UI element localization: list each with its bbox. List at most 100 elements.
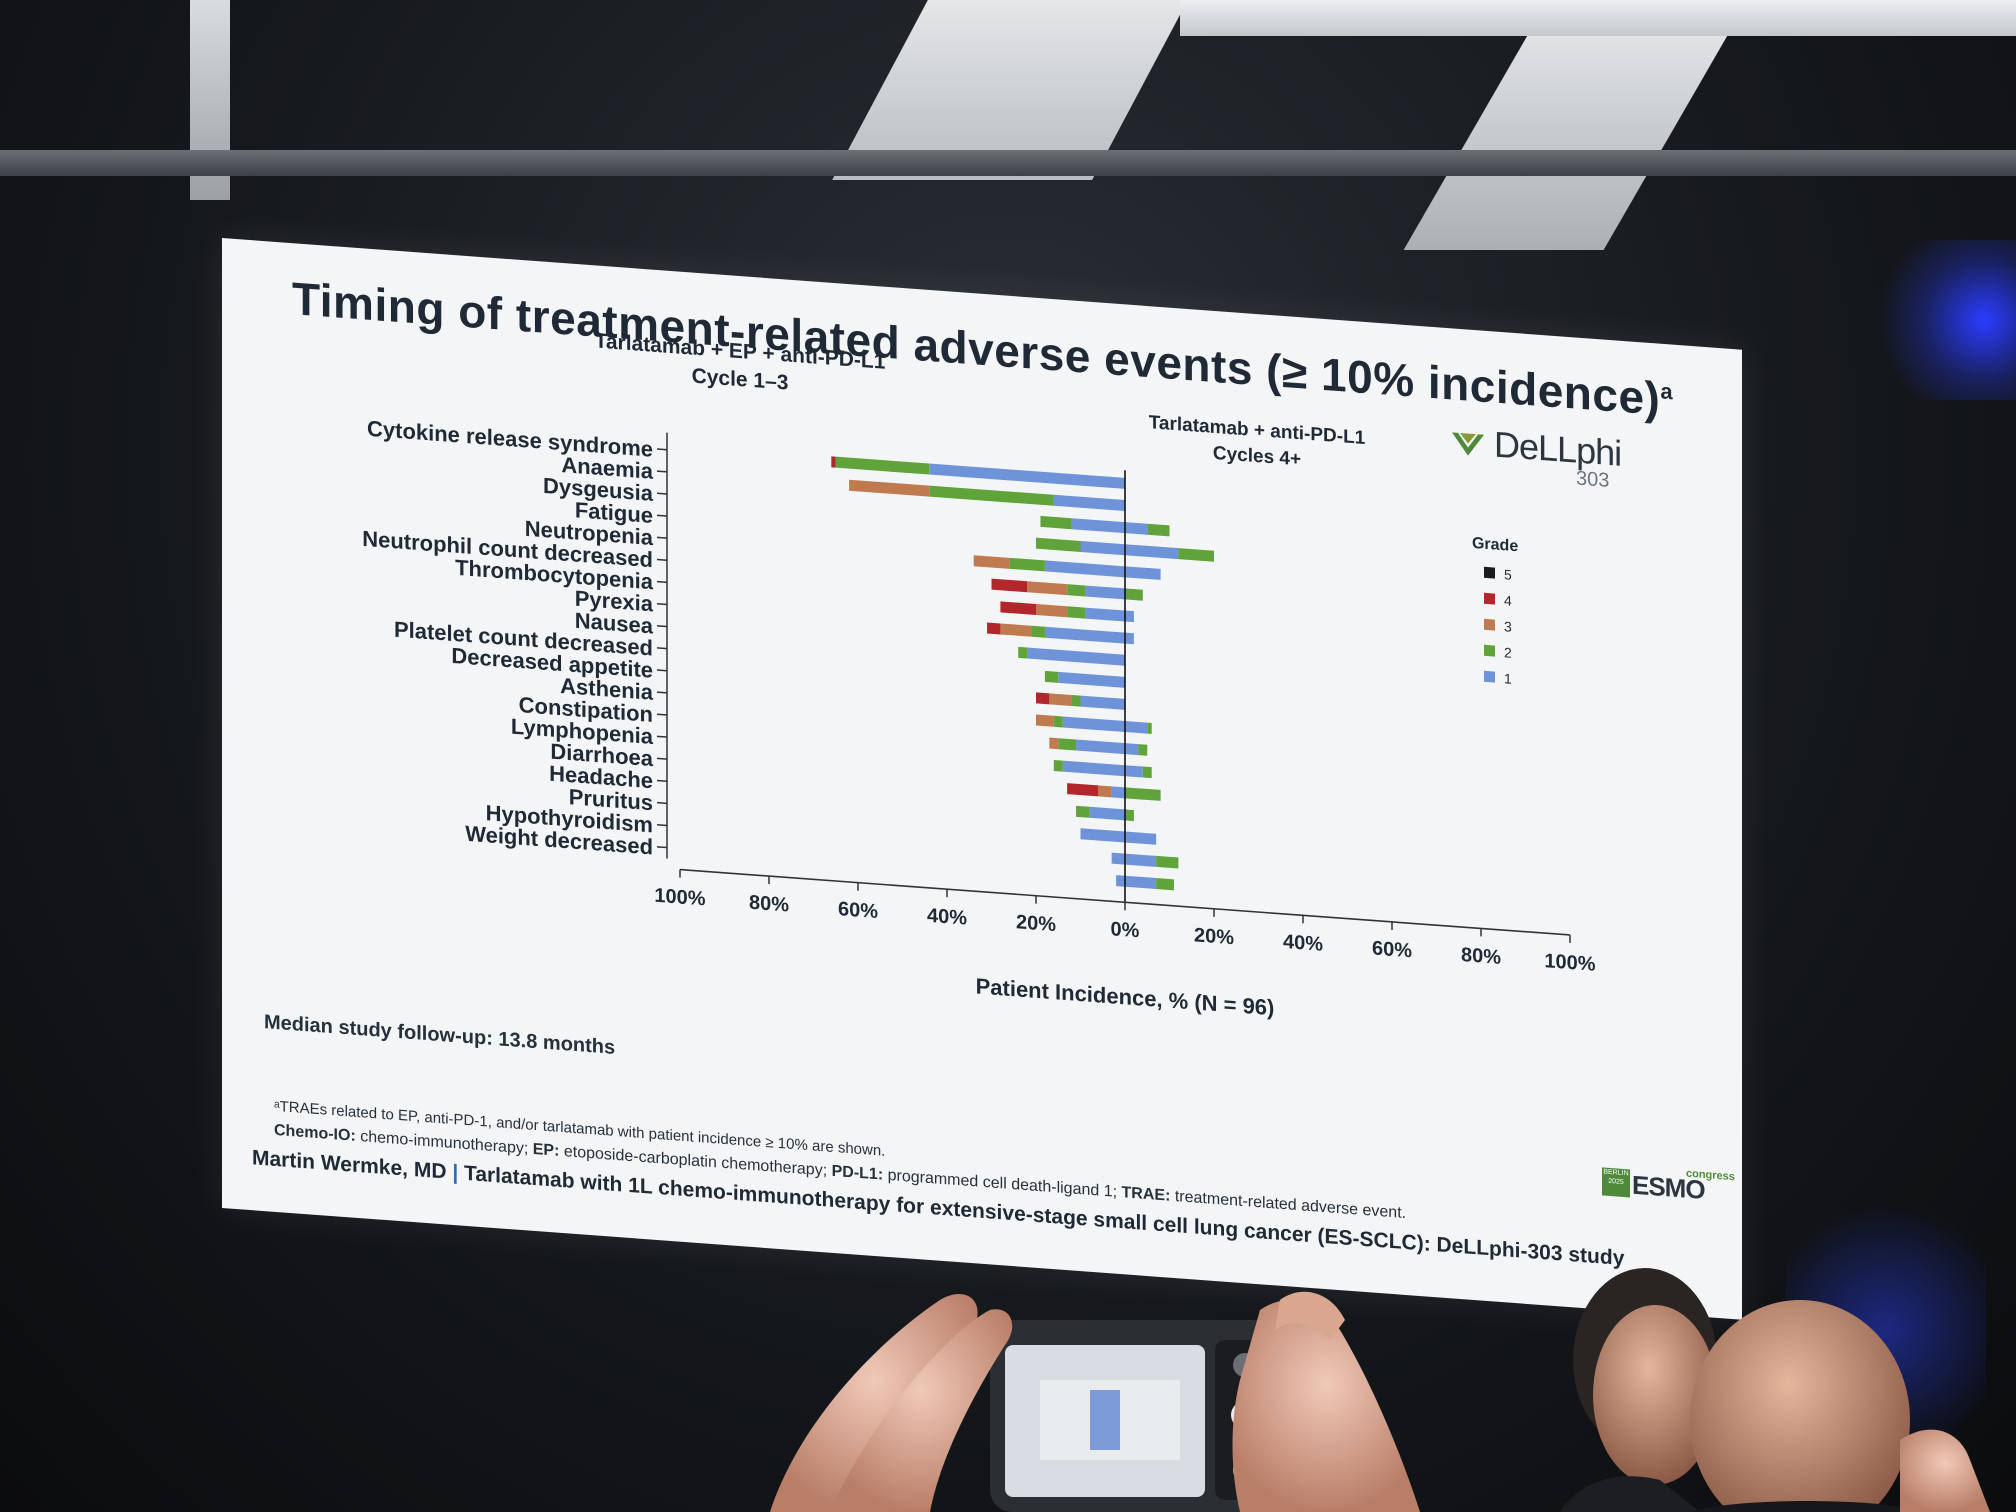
category-tick xyxy=(657,492,667,495)
bar-cycle4plus-grade1 xyxy=(1125,853,1157,867)
bar-cycle4plus-grade2 xyxy=(1125,809,1134,822)
bar-cycle1-3-grade2 xyxy=(1053,715,1063,728)
bar-cycle1-3-grade2 xyxy=(1067,606,1085,619)
dellphi-logo: DeLLphi 303 xyxy=(1450,420,1630,493)
bar-cycle4plus-grade1 xyxy=(1125,831,1157,845)
bar-cycle1-3-grade2 xyxy=(835,456,930,475)
dellphi-logo-icon xyxy=(1452,432,1484,456)
bar-cycle1-3-grade1 xyxy=(1058,671,1125,688)
bar-cycle4plus-grade1 xyxy=(1125,721,1148,734)
category-tick xyxy=(657,779,667,783)
category-tick xyxy=(657,823,667,827)
bar-cycle1-3-grade1 xyxy=(1116,875,1125,887)
category-label: Fatigue xyxy=(575,497,653,528)
bar-cycle1-3-grade1 xyxy=(1027,647,1125,666)
bar-cycle4plus-grade2 xyxy=(1178,548,1215,562)
bar-cycle4plus-grade2 xyxy=(1147,523,1170,537)
bar-cycle1-3-grade3 xyxy=(1049,693,1072,706)
legend-swatch-grade-2 xyxy=(1484,644,1495,657)
bar-cycle1-3-grade3 xyxy=(1000,623,1032,637)
bar-cycle1-3-grade2 xyxy=(1031,625,1045,638)
bar-cycle4plus-grade2 xyxy=(1125,787,1161,801)
bar-cycle4plus-grade1 xyxy=(1125,544,1179,560)
bar-cycle4plus-grade2 xyxy=(1156,878,1174,891)
bar-cycle1-3-grade2 xyxy=(1018,646,1028,659)
esmo-city-badge: BERLIN 2025 xyxy=(1602,1167,1630,1198)
right-panel-title-1: Tarlatamab + anti-PD-L1 xyxy=(1149,412,1366,449)
x-tick-label: 0% xyxy=(1111,918,1140,942)
ceiling-background xyxy=(0,0,2016,330)
bar-cycle1-3-grade3 xyxy=(849,479,930,497)
left-panel-title-2: Cycle 1–3 xyxy=(692,365,789,395)
legend-swatch-grade-3 xyxy=(1484,618,1495,631)
phone xyxy=(990,1320,1330,1512)
x-tick-label: 100% xyxy=(1544,950,1595,976)
x-tick-label: 100% xyxy=(654,885,705,911)
category-tick xyxy=(657,536,667,539)
bar-cycle1-3-grade1 xyxy=(1089,806,1126,821)
legend-swatch-grade-5 xyxy=(1484,566,1495,579)
bar-cycle1-3-grade2 xyxy=(1071,694,1081,707)
bar-cycle1-3-grade2 xyxy=(929,485,1054,506)
category-tick xyxy=(657,757,667,760)
bar-cycle4plus-grade1 xyxy=(1125,522,1148,535)
category-tick xyxy=(657,846,667,849)
category-tick xyxy=(657,558,667,562)
bar-cycle1-3-grade3 xyxy=(1036,603,1068,618)
bar-cycle4plus-grade1 xyxy=(1125,765,1143,778)
bar-cycle4plus-grade2 xyxy=(1147,722,1152,734)
bar-cycle4plus-grade2 xyxy=(1125,588,1143,601)
bar-cycle1-3-grade2 xyxy=(1076,805,1090,818)
bar-cycle1-3-grade2 xyxy=(1036,537,1081,552)
bar-cycle1-3-grade1 xyxy=(1111,852,1126,865)
category-tick xyxy=(657,625,667,628)
legend-label: 4 xyxy=(1504,592,1512,609)
bar-cycle1-3-grade2 xyxy=(1040,515,1072,530)
bar-cycle1-3-grade2 xyxy=(1009,557,1045,572)
bar-cycle1-3-grade3 xyxy=(1098,785,1112,798)
bar-cycle1-3-grade4 xyxy=(1067,783,1099,797)
esmo-logo: BERLIN 2025 ESMO congress xyxy=(1602,1161,1735,1209)
category-tick xyxy=(657,647,667,650)
bar-cycle1-3-grade4 xyxy=(987,622,1001,635)
hands xyxy=(770,1291,1420,1512)
bar-cycle1-3-grade4 xyxy=(1036,692,1050,705)
bar-cycle1-3-grade1 xyxy=(1071,518,1125,534)
legend-title: Grade xyxy=(1472,534,1518,555)
right-panel-title-2: Cycles 4+ xyxy=(1213,443,1301,470)
x-tick-label: 20% xyxy=(1016,911,1056,936)
bar-cycle1-3-grade1 xyxy=(1053,494,1125,512)
bar-cycle1-3-grade1 xyxy=(929,463,1126,489)
bar-cycle4plus-grade1 xyxy=(1125,610,1134,623)
x-tick-label: 80% xyxy=(749,892,789,917)
bar-cycle4plus-grade1 xyxy=(1125,566,1161,580)
category-tick xyxy=(657,801,667,805)
bar-cycle1-3-grade1 xyxy=(1076,739,1125,755)
legend-label: 5 xyxy=(1504,566,1512,583)
category-tick xyxy=(657,602,667,606)
category-tick xyxy=(657,580,667,584)
bar-cycle4plus-grade1 xyxy=(1125,632,1134,645)
category-tick xyxy=(657,691,667,694)
bar-cycle1-3-grade1 xyxy=(1080,540,1125,556)
bar-cycle1-3-grade1 xyxy=(1044,560,1126,578)
bar-cycle1-3-grade1 xyxy=(1111,786,1126,799)
bar-cycle1-3-grade4 xyxy=(831,456,836,468)
bar-cycle1-3-grade4 xyxy=(1000,601,1037,615)
legend-swatch-grade-4 xyxy=(1484,592,1495,605)
bar-cycle1-3-grade1 xyxy=(1062,716,1126,733)
category-tick xyxy=(657,448,667,451)
projected-slide: Timing of treatment-related adverse even… xyxy=(222,238,1742,1320)
bar-cycle1-3-grade3 xyxy=(1027,581,1068,596)
bar-cycle1-3-grade1 xyxy=(1084,585,1126,600)
stage-light-lower xyxy=(1786,1180,1986,1480)
x-axis-label: Patient Incidence, % (N = 96) xyxy=(976,973,1275,1020)
bar-cycle1-3-grade2 xyxy=(1053,759,1063,772)
bar-cycle1-3-grade4 xyxy=(991,578,1028,593)
bar-cycle1-3-grade1 xyxy=(1062,760,1126,777)
x-tick-label: 60% xyxy=(838,898,878,923)
bar-cycle1-3-grade3 xyxy=(1036,714,1054,727)
bar-cycle4plus-grade2 xyxy=(1156,855,1179,869)
bar-cycle1-3-grade1 xyxy=(1080,695,1125,710)
adverse-events-chart: Tarlatamab + EP + anti-PD-L1 Cycle 1–3 T… xyxy=(362,329,1596,1020)
